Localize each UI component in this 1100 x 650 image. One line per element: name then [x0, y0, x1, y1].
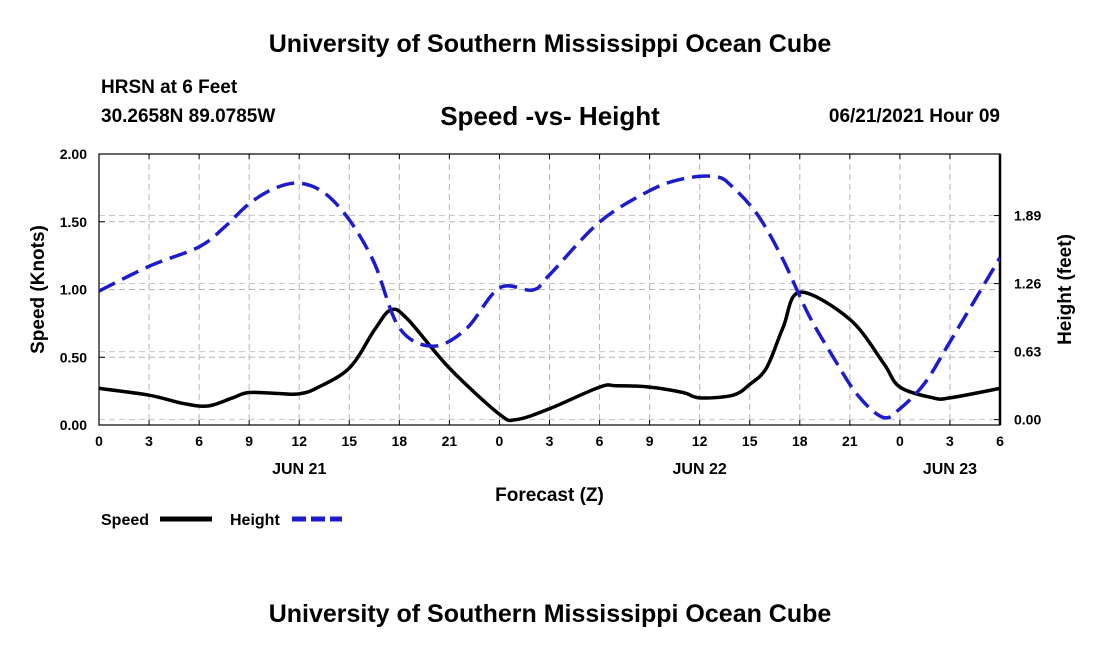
- chart-subtitle: Speed -vs- Height: [440, 101, 660, 131]
- y2-tick-label: 0.00: [1014, 412, 1041, 428]
- x-tick-label: 6: [996, 433, 1004, 449]
- y2-tick-label: 1.89: [1014, 208, 1041, 224]
- x-tick-label: 6: [596, 433, 604, 449]
- x-tick-label: 3: [546, 433, 554, 449]
- y2-tick-label: 0.63: [1014, 344, 1041, 360]
- x-tick-label: 15: [742, 433, 758, 449]
- x-tick-label: 0: [496, 433, 504, 449]
- x-tick-label: 12: [291, 433, 307, 449]
- day-label: JUN 23: [923, 461, 977, 478]
- y2-tick-label: 1.26: [1014, 276, 1041, 292]
- x-tick-label: 9: [646, 433, 654, 449]
- x-tick-label: 12: [692, 433, 708, 449]
- y-tick-label: 0.50: [60, 349, 87, 365]
- x-tick-label: 21: [842, 433, 858, 449]
- height-series-line: [99, 174, 1000, 420]
- y2-axis-title: Height (feet): [1055, 234, 1076, 345]
- x-tick-label: 18: [792, 433, 808, 449]
- station-coordinates: 30.2658N 89.0785W: [101, 106, 276, 127]
- x-axis-title: Forecast (Z): [495, 485, 604, 506]
- legend-label-speed: Speed: [101, 512, 149, 529]
- x-tick-label: 0: [95, 433, 103, 449]
- x-tick-label: 21: [442, 433, 458, 449]
- x-tick-label: 18: [392, 433, 408, 449]
- y-axis-title: Speed (Knots): [28, 225, 49, 354]
- speed-series-line: [99, 290, 1000, 423]
- x-tick-label: 9: [245, 433, 253, 449]
- y-tick-label: 2.00: [60, 146, 87, 162]
- forecast-datetime: 06/21/2021 Hour 09: [828, 106, 1000, 127]
- x-tick-label: 15: [341, 433, 357, 449]
- day-label: JUN 21: [272, 461, 326, 478]
- y-tick-label: 1.50: [60, 214, 87, 230]
- x-tick-label: 3: [145, 433, 153, 449]
- legend-label-height: Height: [230, 512, 280, 529]
- y-tick-label: 0.00: [60, 417, 87, 433]
- y-tick-label: 1.00: [60, 282, 87, 298]
- page-title: University of Southern Mississippi Ocean…: [268, 30, 832, 58]
- x-tick-label: 6: [195, 433, 203, 449]
- x-tick-label: 3: [946, 433, 954, 449]
- day-label: JUN 22: [673, 461, 727, 478]
- station-label: HRSN at 6 Feet: [101, 77, 238, 98]
- footer-title: University of Southern Mississippi Ocean…: [268, 600, 832, 628]
- x-tick-label: 0: [896, 433, 904, 449]
